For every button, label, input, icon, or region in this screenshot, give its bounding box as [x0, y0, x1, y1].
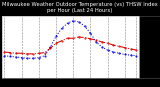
Text: Milwaukee Weather Outdoor Temperature (vs) THSW Index per Hour (Last 24 Hours): Milwaukee Weather Outdoor Temperature (v… [2, 2, 158, 13]
